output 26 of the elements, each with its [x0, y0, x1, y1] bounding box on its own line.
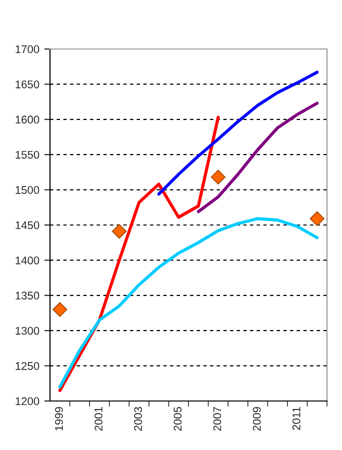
y-tick-label: 1650 [16, 80, 40, 88]
y-tick-label: 1500 [16, 186, 40, 194]
y-tick-label: 1350 [16, 292, 40, 300]
y-tick-label: 1400 [16, 256, 40, 264]
point [310, 211, 324, 226]
x-tick-label: 2007 [213, 407, 222, 431]
y-tick-label: 1550 [16, 150, 40, 159]
x-tick-label: 2003 [134, 407, 142, 431]
x-tick-label: 2009 [252, 407, 261, 431]
line-series [58, 116, 220, 392]
point [52, 302, 68, 317]
line-series [58, 217, 319, 388]
line-series [196, 102, 319, 214]
y-tick-label: 1200 [16, 397, 40, 406]
y-tick-label: 1300 [16, 326, 40, 335]
x-tick-label: 2011 [292, 407, 300, 430]
x-tick-label: 1999 [55, 407, 63, 430]
line-series [157, 70, 319, 196]
x-tick-label: 2001 [94, 407, 102, 431]
y-tick-label: 1450 [16, 221, 40, 230]
point [210, 170, 226, 184]
y-tick-label: 1600 [16, 116, 40, 124]
y-tick-label: 1700 [16, 45, 40, 54]
y-tick-label: 1250 [16, 362, 40, 370]
x-tick-label: 2005 [174, 407, 182, 431]
point [112, 224, 127, 239]
